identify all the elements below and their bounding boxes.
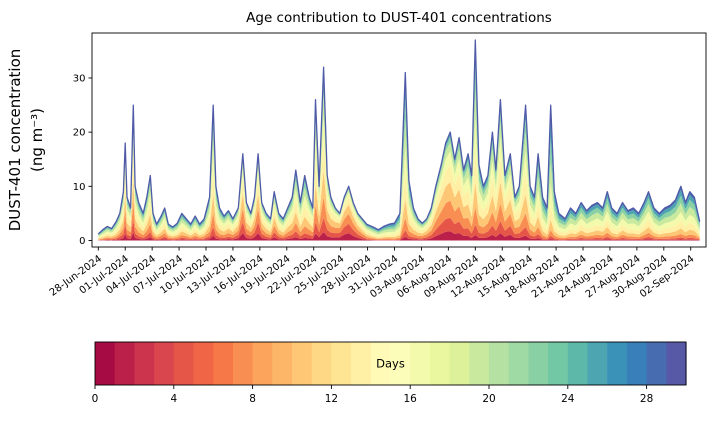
colorbar-segment xyxy=(548,342,569,385)
colorbar-segment xyxy=(646,342,667,385)
colorbar-segment xyxy=(272,342,293,385)
colorbar-segment xyxy=(626,342,648,385)
colorbar-tick-label: 8 xyxy=(249,393,256,405)
colorbar-segment xyxy=(331,342,352,385)
colorbar-tick-label: 0 xyxy=(92,393,99,405)
colorbar-segment xyxy=(232,342,254,385)
colorbar-tick-label: 16 xyxy=(404,393,418,405)
colorbar-frame xyxy=(94,341,687,386)
x-axis: 28-Jun-202401-Jul-202404-Jul-202407-Jul-… xyxy=(48,247,696,300)
colorbar-segment xyxy=(607,342,628,385)
age-band-8 xyxy=(98,49,700,235)
colorbar-segment xyxy=(292,342,313,385)
colorbar-segment xyxy=(587,342,608,385)
colorbar-segment xyxy=(173,342,195,385)
age-band-4 xyxy=(98,141,700,239)
colorbar-segment xyxy=(410,342,431,385)
y-axis-label-line1: DUST-401 concentration xyxy=(6,49,24,232)
colorbar-segment xyxy=(429,342,451,385)
colorbar-segment xyxy=(213,342,234,385)
colorbar-segment xyxy=(114,342,135,385)
y-tick-label: 30 xyxy=(73,73,86,84)
colorbar-segment xyxy=(528,342,549,385)
colorbar-tick-label: 24 xyxy=(561,393,575,405)
colorbar-segment xyxy=(469,342,490,385)
colorbar-tick-label: 20 xyxy=(482,393,495,405)
colorbar-segment xyxy=(666,342,687,385)
plot-dynamic-content: 0 10 20 30 28-Jun-202401-Jul-202404-Jul-2024… xyxy=(48,32,707,405)
colorbar-segment xyxy=(449,342,470,385)
colorbar-segment xyxy=(134,342,155,385)
colorbar: 0 4 8 12 16 20 24 28 Days xyxy=(92,341,687,405)
colorbar-segment xyxy=(390,342,411,385)
colorbar-tick-label: 28 xyxy=(640,393,653,405)
colorbar-segment xyxy=(95,342,116,385)
colorbar-segment xyxy=(252,342,273,385)
y-axis: 0 10 20 30 xyxy=(73,73,92,247)
colorbar-segment xyxy=(311,342,332,385)
colorbar-title: Days xyxy=(376,357,405,371)
age-band-7 xyxy=(98,65,700,236)
colorbar-segment xyxy=(193,342,214,385)
colorbar-segment xyxy=(567,342,589,385)
colorbar-segment xyxy=(154,342,175,385)
y-tick-label: 10 xyxy=(73,182,86,193)
total-concentration-line xyxy=(97,39,701,235)
stacked-areas xyxy=(98,40,700,241)
colorbar-segment xyxy=(351,342,372,385)
y-tick-label: 0 xyxy=(79,236,85,247)
chart-title: Age contribution to DUST-401 concentrati… xyxy=(246,10,552,26)
colorbar-tick-label: 4 xyxy=(170,393,177,405)
age-band-5 xyxy=(98,115,700,238)
colorbar-segment xyxy=(508,342,529,385)
colorbar-tick-label: 12 xyxy=(325,393,338,405)
age-band-6 xyxy=(98,88,700,237)
colorbar-segment xyxy=(489,342,510,385)
axes-frame xyxy=(91,32,707,248)
y-tick-label: 20 xyxy=(73,128,86,139)
colorbar-segment xyxy=(370,342,392,385)
y-axis-label-line2: (ng m⁻³) xyxy=(28,108,46,172)
